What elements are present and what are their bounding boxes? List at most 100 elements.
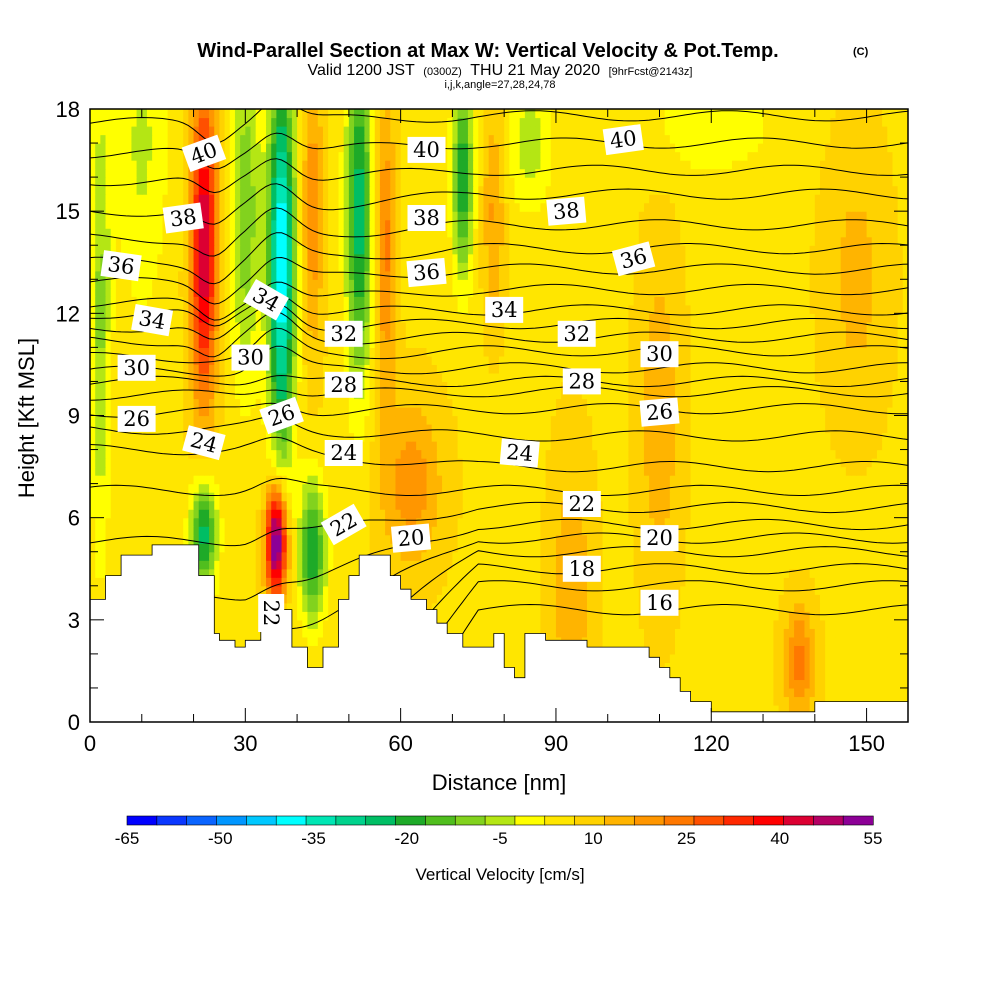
- velocity-cell: [307, 526, 314, 536]
- velocity-cell: [188, 492, 195, 502]
- velocity-cell: [266, 543, 272, 553]
- velocity-cell: [291, 602, 298, 612]
- velocity-cell: [312, 475, 319, 485]
- velocity-cell: [467, 568, 474, 578]
- velocity-cell: [887, 483, 894, 493]
- velocity-cell: [266, 526, 272, 536]
- velocity-cell: [757, 594, 764, 604]
- velocity-cell: [136, 492, 143, 502]
- velocity-cell: [530, 526, 536, 536]
- velocity-cell: [783, 551, 790, 561]
- velocity-cell: [550, 458, 557, 468]
- velocity-cell: [188, 526, 195, 536]
- velocity-cell: [286, 602, 293, 612]
- velocity-cell: [271, 585, 277, 595]
- velocity-cell: [902, 517, 908, 527]
- velocity-cell: [633, 466, 640, 476]
- velocity-cell: [695, 636, 702, 646]
- velocity-cell: [457, 585, 464, 595]
- velocity-cell: [763, 602, 769, 612]
- velocity-cell: [452, 568, 459, 578]
- velocity-cell: [312, 619, 319, 629]
- velocity-cell: [819, 696, 826, 706]
- velocity-cell: [866, 670, 873, 681]
- velocity-cell: [452, 466, 459, 476]
- velocity-cell: [664, 492, 671, 502]
- velocity-cell: [234, 636, 241, 646]
- velocity-cell: [266, 560, 272, 570]
- velocity-cell: [234, 585, 241, 595]
- velocity-cell: [276, 483, 283, 493]
- velocity-cell: [483, 636, 490, 646]
- velocity-cell: [783, 475, 790, 485]
- velocity-cell: [307, 551, 314, 561]
- velocity-cell: [835, 619, 842, 629]
- velocity-cell: [452, 492, 459, 502]
- velocity-cell: [483, 526, 490, 536]
- velocity-cell: [499, 543, 505, 553]
- velocity-cell: [540, 619, 547, 629]
- velocity-cell: [374, 475, 381, 485]
- velocity-cell: [338, 466, 345, 476]
- velocity-cell: [291, 611, 298, 621]
- velocity-cell: [809, 611, 816, 621]
- velocity-cell: [778, 526, 785, 536]
- velocity-cell: [819, 500, 826, 510]
- velocity-cell: [581, 526, 588, 536]
- velocity-cell: [819, 560, 826, 570]
- velocity-cell: [302, 636, 309, 646]
- velocity-cell: [794, 568, 800, 578]
- velocity-cell: [861, 543, 868, 553]
- velocity-cell: [685, 645, 692, 655]
- velocity-cell: [535, 543, 542, 553]
- velocity-cell: [426, 551, 433, 561]
- velocity-cell: [763, 679, 769, 689]
- velocity-cell: [882, 475, 888, 485]
- velocity-cell: [390, 492, 397, 502]
- velocity-cell: [680, 483, 686, 493]
- velocity-cell: [706, 670, 712, 681]
- velocity-cell: [695, 662, 702, 672]
- velocity-cell: [198, 500, 205, 510]
- velocity-cell: [809, 687, 816, 698]
- velocity-cell: [726, 551, 733, 561]
- velocity-cell: [240, 449, 246, 459]
- velocity-cell: [845, 662, 852, 672]
- velocity-cell: [488, 628, 495, 638]
- velocity-cell: [773, 458, 780, 468]
- velocity-cell: [452, 534, 459, 544]
- velocity-cell: [882, 509, 888, 519]
- velocity-cell: [711, 628, 718, 638]
- velocity-cell: [530, 543, 536, 553]
- velocity-cell: [788, 492, 795, 502]
- velocity-cell: [157, 483, 164, 493]
- velocity-cell: [680, 619, 686, 629]
- velocity-cell: [297, 602, 303, 612]
- velocity-cell: [457, 628, 464, 638]
- velocity-cell: [333, 585, 340, 595]
- velocity-cell: [706, 653, 712, 663]
- velocity-cell: [887, 585, 894, 595]
- velocity-cell: [669, 568, 676, 578]
- velocity-cell: [447, 543, 454, 553]
- velocity-cell: [328, 500, 334, 510]
- velocity-cell: [219, 577, 226, 587]
- velocity-cell: [763, 636, 769, 646]
- velocity-cell: [659, 509, 666, 519]
- velocity-cell: [499, 560, 505, 570]
- velocity-cell: [840, 517, 847, 527]
- velocity-cell: [105, 543, 112, 553]
- velocity-cell: [452, 551, 459, 561]
- velocity-cell: [198, 551, 205, 561]
- velocity-cell: [291, 517, 298, 527]
- velocity-cell: [685, 585, 692, 595]
- velocity-cell: [307, 509, 314, 519]
- velocity-cell: [483, 585, 490, 595]
- velocity-cell: [752, 534, 759, 544]
- velocity-cell: [669, 517, 676, 527]
- velocity-cell: [509, 466, 516, 476]
- velocity-cell: [297, 560, 303, 570]
- velocity-cell: [711, 500, 718, 510]
- velocity-cell: [592, 619, 598, 629]
- velocity-cell: [633, 568, 640, 578]
